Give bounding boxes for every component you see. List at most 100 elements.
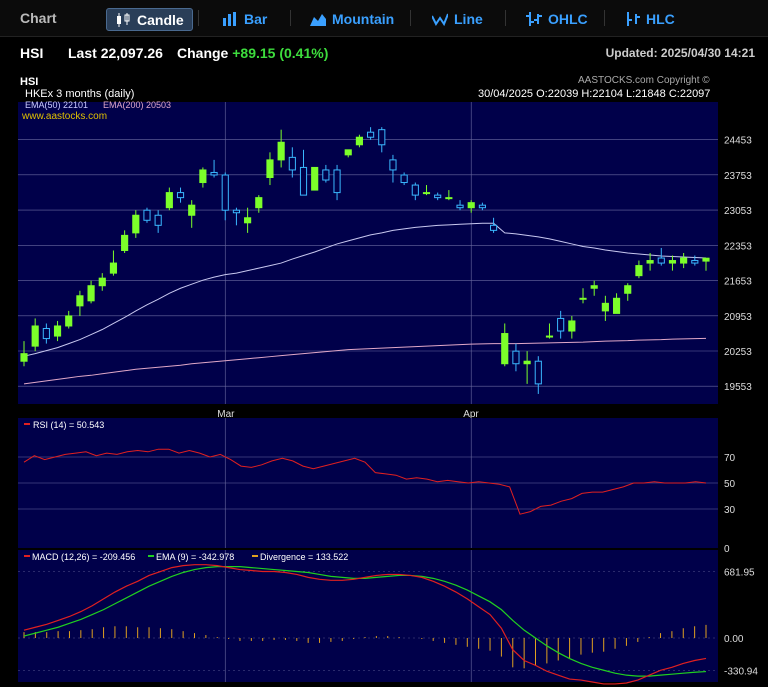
tab-hlc[interactable]: HLC bbox=[624, 8, 675, 29]
candle-body bbox=[255, 197, 263, 209]
candle-body bbox=[277, 141, 285, 161]
macd-legend: MACD (12,26) = -209.456 bbox=[32, 552, 135, 562]
candle-body bbox=[244, 217, 252, 224]
last-price: Last 22,097.26 bbox=[68, 45, 163, 61]
ema50-line bbox=[23, 222, 707, 357]
rsi-line bbox=[23, 448, 707, 515]
candle-body bbox=[132, 214, 140, 234]
macd-panel: 681.95 0.00 -330.94 MACD (12,26) = -209.456… bbox=[18, 550, 758, 685]
price-panel: 24453 23753 23053 22353 21653 20953 20253 19553… bbox=[18, 100, 752, 420]
tab-hlc-label: HLC bbox=[646, 10, 675, 27]
candle-body bbox=[333, 169, 341, 194]
candle-body bbox=[411, 184, 419, 196]
candle-body bbox=[154, 214, 162, 226]
tab-line[interactable]: Line bbox=[432, 8, 483, 29]
price-tick-label: 24453 bbox=[724, 136, 752, 147]
mountain-icon bbox=[310, 13, 326, 26]
change-value: +89.15 (0.41%) bbox=[232, 45, 329, 61]
top-toolbar: Chart Candle Bar Mountain Line OHLC HLC bbox=[0, 0, 768, 37]
price-tick-label: 19553 bbox=[724, 382, 752, 393]
candle-body bbox=[389, 159, 397, 171]
candle-body bbox=[568, 320, 576, 332]
rsi-tick-label: 70 bbox=[724, 453, 736, 464]
updated-time: Updated: 2025/04/30 14:21 bbox=[605, 46, 755, 60]
tab-divider bbox=[410, 10, 411, 26]
macd-legend-swatch bbox=[148, 555, 154, 557]
candle-body bbox=[612, 297, 621, 314]
change: Change +89.15 (0.41%) bbox=[177, 45, 328, 61]
tab-bar[interactable]: Bar bbox=[222, 8, 267, 29]
candle-body bbox=[176, 192, 185, 199]
candle-body bbox=[523, 360, 531, 365]
tab-mountain[interactable]: Mountain bbox=[310, 8, 394, 29]
tab-divider bbox=[604, 10, 605, 26]
ema200-legend: EMA(200) 20503 bbox=[103, 100, 171, 110]
tab-divider bbox=[198, 10, 199, 26]
macd-tick-label: -330.94 bbox=[724, 666, 758, 677]
price-tick-label: 23753 bbox=[724, 171, 752, 182]
price-tick-label: 21653 bbox=[724, 277, 752, 288]
ohlc-readout: 30/04/2025 O:22039 H:22104 L:21848 C:220… bbox=[478, 88, 710, 100]
candle-body bbox=[601, 302, 609, 312]
candle-body bbox=[42, 328, 50, 340]
candle-body bbox=[232, 209, 241, 214]
quote-bar: HSI Last 22,097.26 Change +89.15 (0.41%)… bbox=[0, 37, 768, 67]
candle-body bbox=[20, 353, 28, 362]
price-plot-area bbox=[18, 102, 718, 404]
candle-body bbox=[143, 209, 151, 221]
tab-candle[interactable]: Candle bbox=[106, 8, 193, 31]
macd-legend-swatch bbox=[24, 555, 30, 557]
tab-ohlc-label: OHLC bbox=[548, 10, 588, 27]
quote-symbol: HSI bbox=[20, 45, 44, 61]
rsi-legend: RSI (14) = 50.543 bbox=[33, 420, 104, 430]
ohlc-icon bbox=[526, 11, 542, 26]
candle-body bbox=[221, 174, 229, 211]
macd-tick-label: 0.00 bbox=[724, 634, 744, 645]
price-tick-label: 20253 bbox=[724, 347, 752, 358]
tab-bar-label: Bar bbox=[244, 10, 268, 27]
candle-body bbox=[288, 156, 296, 171]
tab-candle-label: Candle bbox=[137, 11, 184, 28]
candle-body bbox=[87, 285, 95, 302]
hlc-icon bbox=[627, 11, 640, 26]
rsi-legend-swatch bbox=[24, 423, 30, 425]
macd-legend: EMA (9) = -342.978 bbox=[156, 552, 234, 562]
candle-body bbox=[501, 333, 509, 365]
price-tick-label: 20953 bbox=[724, 312, 752, 323]
tab-divider bbox=[290, 10, 291, 26]
candle-body bbox=[344, 149, 352, 156]
price-tick-label: 22353 bbox=[724, 241, 752, 252]
candle-body bbox=[355, 136, 363, 146]
chart-canvas: HSI AASTOCKS.com Copyright © HKEx 3 mont… bbox=[18, 75, 758, 685]
candle-body bbox=[456, 204, 464, 209]
candle-body bbox=[489, 224, 498, 231]
month-tick-label: Apr bbox=[463, 409, 479, 420]
candle-body bbox=[266, 159, 274, 178]
candle-body bbox=[109, 262, 118, 274]
tab-ohlc[interactable]: OHLC bbox=[526, 8, 588, 29]
ema200-line bbox=[23, 337, 707, 385]
candle-body bbox=[467, 202, 475, 209]
candle-body bbox=[210, 171, 218, 176]
candle-body bbox=[579, 297, 587, 300]
candle-body bbox=[691, 260, 699, 264]
candle-body bbox=[299, 166, 308, 196]
candle-body bbox=[121, 234, 129, 251]
candle-body bbox=[53, 325, 62, 337]
candle-body bbox=[657, 257, 665, 264]
candle-body bbox=[512, 350, 520, 365]
signal-line bbox=[23, 566, 707, 677]
candle-body bbox=[367, 131, 375, 138]
candle-body bbox=[534, 360, 542, 385]
rsi-tick-label: 30 bbox=[724, 505, 736, 516]
candle-body bbox=[590, 285, 598, 289]
macd-plot-area bbox=[18, 550, 718, 682]
last-value: 22,097.26 bbox=[100, 45, 163, 61]
candle-body bbox=[378, 129, 386, 146]
price-chart-title: HSI bbox=[20, 76, 38, 88]
candle-body bbox=[680, 257, 688, 264]
price-chart-subtitle: HKEx 3 months (daily) bbox=[25, 88, 134, 100]
macd-legend: Divergence = 133.522 bbox=[260, 552, 348, 562]
last-label: Last bbox=[68, 45, 97, 61]
month-tick-label: Mar bbox=[217, 409, 235, 420]
